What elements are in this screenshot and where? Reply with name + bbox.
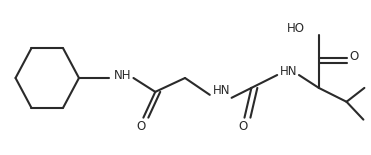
Text: O: O xyxy=(239,120,248,133)
Text: HO: HO xyxy=(287,22,305,35)
Text: O: O xyxy=(137,120,146,133)
Text: NH: NH xyxy=(114,69,131,82)
Text: O: O xyxy=(349,50,359,63)
Text: HN: HN xyxy=(213,84,230,97)
Text: HN: HN xyxy=(280,65,298,78)
